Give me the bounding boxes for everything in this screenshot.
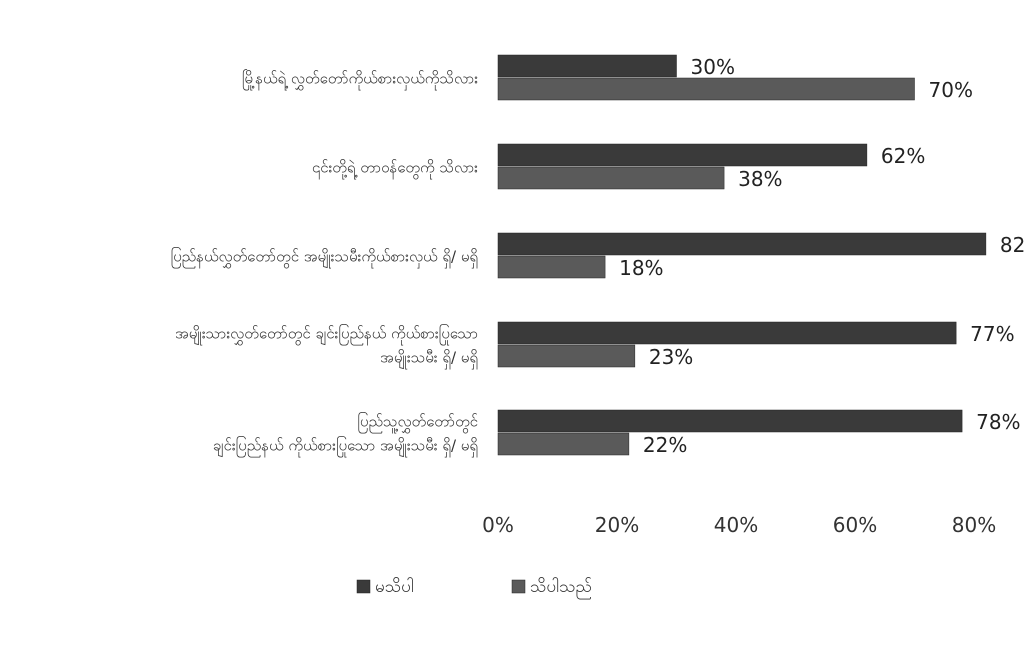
bar xyxy=(497,166,725,190)
x-tick-label: 20% xyxy=(595,513,639,537)
bar xyxy=(497,321,957,345)
bar xyxy=(497,54,677,78)
x-tick-label: 0% xyxy=(482,513,514,537)
data-label: 23% xyxy=(649,345,693,369)
bar xyxy=(497,77,915,101)
data-label: 77% xyxy=(970,322,1014,346)
category-label: ပြည်သူ့လွှတ်တော်တွင် xyxy=(357,412,478,434)
category-label: ပြည်နယ်လွှတ်တော်တွင် အမျိုးသမီးကိုယ်စားလ… xyxy=(171,247,478,269)
bar xyxy=(497,143,868,167)
bar xyxy=(497,255,606,279)
bar xyxy=(497,232,987,256)
category-label: ၎င်းတို့ရဲ့ တာဝန်တွေကို သိလား xyxy=(312,159,478,180)
category-label: အမျိုးသားလွှတ်တော်တွင် ချင်းပြည်နယ် ကိုယ… xyxy=(175,324,478,346)
category-label: ချင်းပြည်နယ် ကိုယ်စားပြုသော အမျိုးသမီး ရ… xyxy=(213,436,478,458)
data-label: 70% xyxy=(929,78,973,102)
legend-label: သိပါသည် xyxy=(530,576,592,600)
x-tick-label: 40% xyxy=(714,513,758,537)
data-label: 38% xyxy=(738,167,782,191)
data-label: 82% xyxy=(1000,233,1025,257)
legend-swatch xyxy=(511,579,526,594)
data-label: 30% xyxy=(691,55,735,79)
bar xyxy=(497,432,630,456)
legend-swatch xyxy=(356,579,371,594)
bar xyxy=(497,409,963,433)
legend-label: မသိပါ xyxy=(375,576,414,597)
data-label: 78% xyxy=(976,410,1020,434)
x-tick-label: 60% xyxy=(833,513,877,537)
category-label: မြို့နယ်ရဲ့ လွှတ်တော်ကိုယ်စားလှယ်ကိုသိလာ… xyxy=(242,69,478,91)
category-label: အမျိုးသမီး ရှိ/ မရှိ xyxy=(380,349,478,370)
data-label: 22% xyxy=(643,433,687,457)
x-tick-label: 80% xyxy=(952,513,996,537)
bar xyxy=(497,344,636,368)
data-label: 18% xyxy=(619,256,663,280)
data-label: 62% xyxy=(881,144,925,168)
